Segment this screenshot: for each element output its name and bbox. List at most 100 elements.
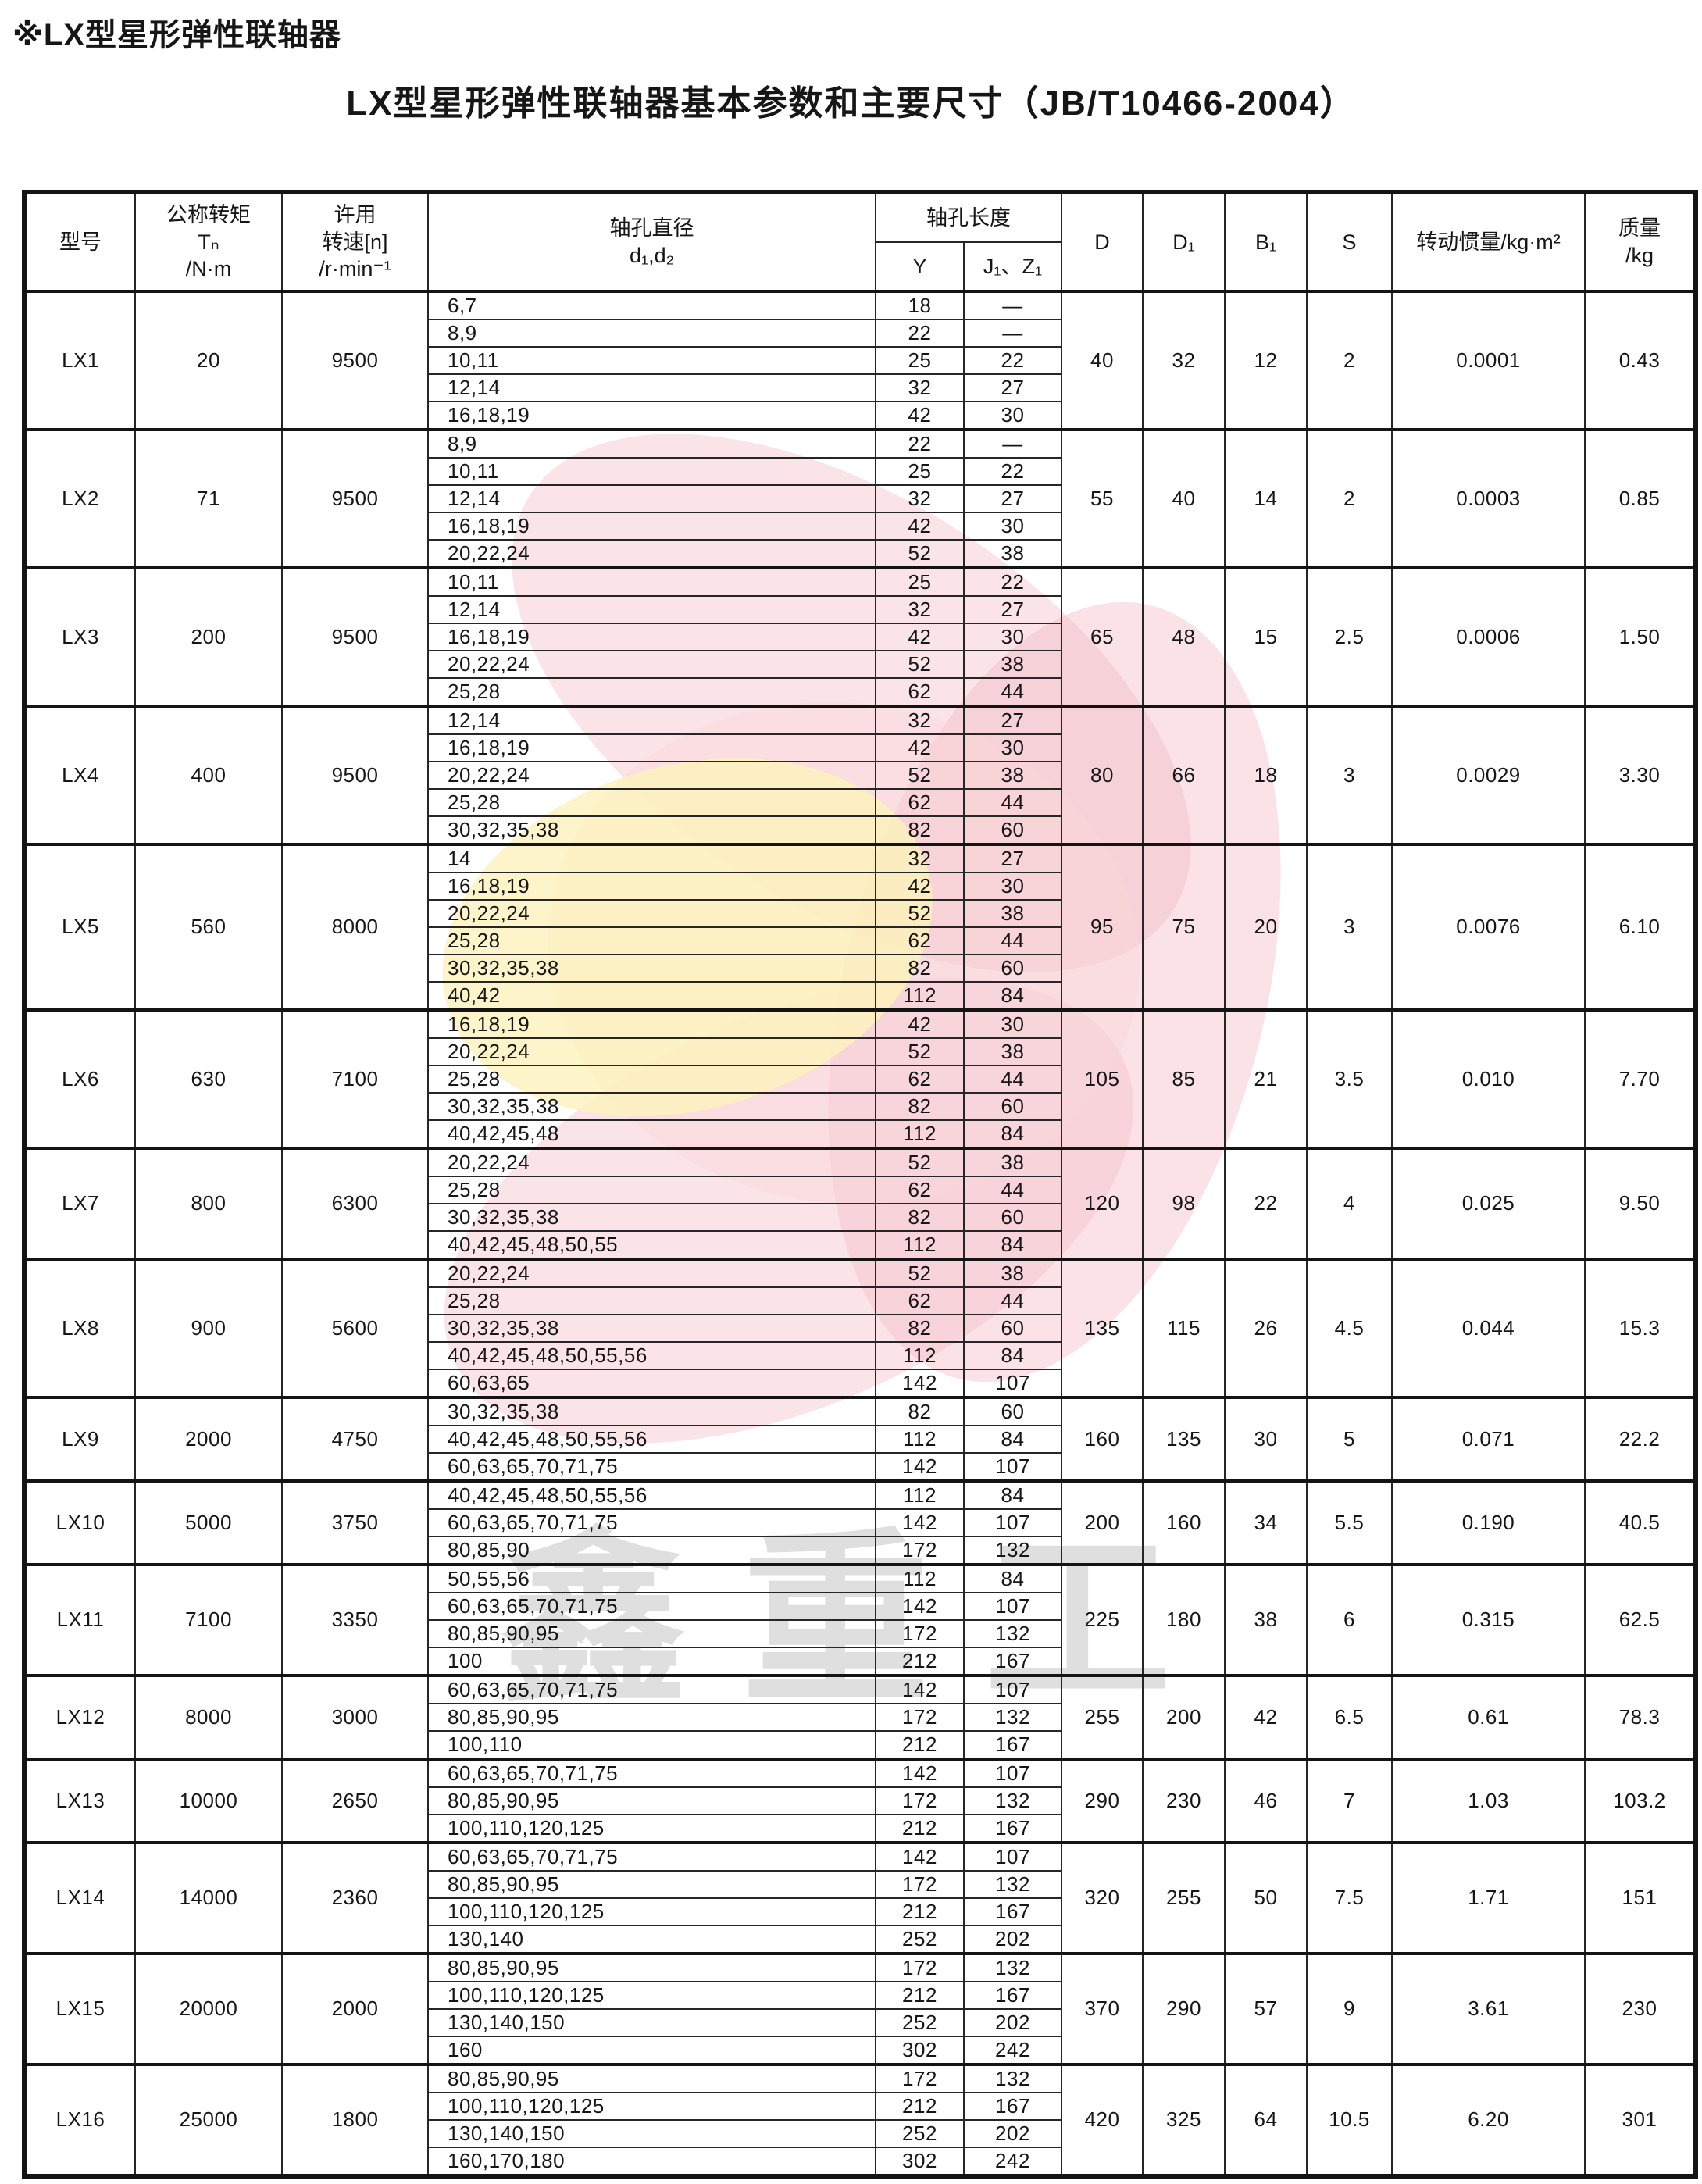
length-y-cell: 52 xyxy=(875,899,965,928)
length-y-cell: 32 xyxy=(875,705,965,735)
length-y-cell: 52 xyxy=(875,539,965,569)
length-y-cell: 212 xyxy=(875,1730,965,1760)
length-jz-cell: 242 xyxy=(963,2147,1062,2177)
d-cell: 95 xyxy=(1061,843,1144,1011)
length-y-cell: 112 xyxy=(875,1230,965,1260)
s-cell: 5.5 xyxy=(1306,1479,1393,1565)
length-jz-cell: 22 xyxy=(963,566,1062,597)
model-cell: LX13 xyxy=(23,1758,136,1843)
table-row: LX5 560 8000 14 32 27 95 75 20 3 0.0076 6.10 xyxy=(23,843,1697,1011)
table-row: 60,63,65 142 107 xyxy=(24,1369,1696,1398)
bore-diameter-cell: 16,18,19 xyxy=(427,401,876,430)
bore-diameter-cell: 16,18,19 xyxy=(427,512,876,541)
spec-table: 型号 公称转矩 Tₙ /N·m 许用 转速[n] /r·min⁻¹ 轴孔直径 d… xyxy=(22,190,1698,2179)
bore-diameter-cell: 12,14 xyxy=(427,484,876,513)
table-row: LX4 400 9500 12,14 32 27 80 66 18 3 0.0029 3.30 xyxy=(23,705,1697,845)
length-jz-cell: 84 xyxy=(963,1341,1062,1370)
mass-cell: 103.2 xyxy=(1584,1758,1697,1843)
model-cell: LX9 xyxy=(23,1396,136,1482)
length-y-cell: 82 xyxy=(875,1203,965,1232)
speed-cell: 4750 xyxy=(281,1396,429,1482)
bore-diameter-cell: 40,42 xyxy=(427,981,876,1011)
length-jz-cell: 22 xyxy=(963,457,1062,486)
col-header-D1: D₁ xyxy=(1142,191,1226,292)
bore-diameter-cell: 100 xyxy=(427,1647,876,1676)
length-jz-cell: 107 xyxy=(963,1674,1062,1704)
length-jz-cell: 44 xyxy=(963,1176,1062,1204)
b1-cell: 21 xyxy=(1224,1008,1308,1149)
table-row: 100,110 212 167 xyxy=(24,1730,1696,1760)
length-jz-cell: 30 xyxy=(963,512,1062,541)
table-row: 40,42,45,48,50,55 112 84 xyxy=(24,1230,1696,1260)
length-jz-cell: 60 xyxy=(963,954,1062,983)
d1-cell: 180 xyxy=(1142,1563,1226,1676)
length-jz-cell: 132 xyxy=(963,1870,1062,1899)
length-jz-cell: — xyxy=(963,290,1062,320)
mass-cell: 6.10 xyxy=(1584,843,1697,1011)
table-row: 40,42,45,48,50,55,56 112 84 xyxy=(24,1425,1696,1454)
bore-diameter-cell: 16,18,19 xyxy=(427,1008,876,1039)
speed-cell: 1800 xyxy=(281,2063,429,2177)
length-jz-cell: 132 xyxy=(963,1786,1062,1815)
bore-diameter-cell: 10,11 xyxy=(427,457,876,486)
table-row: 16,18,19 42 30 xyxy=(24,872,1696,901)
length-y-cell: 142 xyxy=(875,1674,965,1704)
bore-diameter-cell: 40,42,45,48,50,55,56 xyxy=(427,1479,876,1510)
length-jz-cell: — xyxy=(963,319,1062,348)
speed-cell: 2000 xyxy=(281,1952,429,2065)
bore-diameter-cell: 30,32,35,38 xyxy=(427,1203,876,1232)
torque-cell: 5000 xyxy=(134,1479,283,1565)
s-cell: 4.5 xyxy=(1306,1258,1393,1398)
model-cell: LX3 xyxy=(23,566,136,707)
col-header-inertia: 转动惯量/kg·m² xyxy=(1391,191,1586,292)
b1-cell: 26 xyxy=(1224,1258,1308,1398)
table-row: 30,32,35,38 82 60 xyxy=(24,954,1696,983)
length-jz-cell: 84 xyxy=(963,1563,1062,1593)
length-y-cell: 112 xyxy=(875,1341,965,1370)
length-y-cell: 22 xyxy=(875,428,965,459)
length-jz-cell: 30 xyxy=(963,1008,1062,1039)
bore-diameter-cell: 80,85,90,95 xyxy=(427,1870,876,1899)
bore-diameter-cell: 20,22,24 xyxy=(427,650,876,679)
length-y-cell: 82 xyxy=(875,1314,965,1343)
d-cell: 320 xyxy=(1061,1841,1144,1954)
speed-cell: 3350 xyxy=(281,1563,429,1676)
table-row: 25,28 62 44 xyxy=(24,788,1696,817)
mass-cell: 301 xyxy=(1584,2063,1697,2177)
length-jz-cell: 107 xyxy=(963,1369,1062,1398)
length-y-cell: 112 xyxy=(875,981,965,1011)
d-cell: 55 xyxy=(1061,428,1144,569)
inertia-cell: 0.0006 xyxy=(1391,566,1586,707)
col-header-speed: 许用 转速[n] /r·min⁻¹ xyxy=(281,191,429,292)
bore-diameter-cell: 20,22,24 xyxy=(427,761,876,790)
d1-cell: 32 xyxy=(1142,290,1226,430)
length-jz-cell: 30 xyxy=(963,623,1062,651)
length-y-cell: 52 xyxy=(875,761,965,790)
bore-diameter-cell: 8,9 xyxy=(427,428,876,459)
bore-diameter-cell: 80,85,90,95 xyxy=(427,1786,876,1815)
length-jz-cell: 38 xyxy=(963,761,1062,790)
model-cell: LX15 xyxy=(23,1952,136,2065)
col-header-model: 型号 xyxy=(23,191,136,292)
length-y-cell: 42 xyxy=(875,733,965,762)
s-cell: 2 xyxy=(1306,290,1393,430)
bore-diameter-cell: 30,32,35,38 xyxy=(427,1314,876,1343)
s-cell: 5 xyxy=(1306,1396,1393,1482)
model-cell: LX2 xyxy=(23,428,136,569)
model-cell: LX7 xyxy=(23,1147,136,1260)
inertia-cell: 1.03 xyxy=(1391,1758,1586,1843)
length-jz-cell: 202 xyxy=(963,2119,1062,2148)
table-row: 60,63,65,70,71,75 142 107 xyxy=(24,1592,1696,1621)
table-row: LX6 630 7100 16,18,19 42 30 105 85 21 3.5 0.010 7.7… xyxy=(23,1008,1697,1149)
header-line: 许用 xyxy=(334,203,376,227)
d-cell: 160 xyxy=(1061,1396,1144,1482)
table-row: 160 302 242 xyxy=(24,2036,1696,2065)
bore-diameter-cell: 80,85,90,95 xyxy=(427,1952,876,1982)
length-y-cell: 42 xyxy=(875,401,965,430)
length-jz-cell: 107 xyxy=(963,1508,1062,1537)
b1-cell: 38 xyxy=(1224,1563,1308,1676)
length-y-cell: 212 xyxy=(875,1897,965,1926)
bore-diameter-cell: 60,63,65,70,71,75 xyxy=(427,1674,876,1704)
bore-diameter-cell: 12,14 xyxy=(427,373,876,402)
length-y-cell: 82 xyxy=(875,1396,965,1426)
